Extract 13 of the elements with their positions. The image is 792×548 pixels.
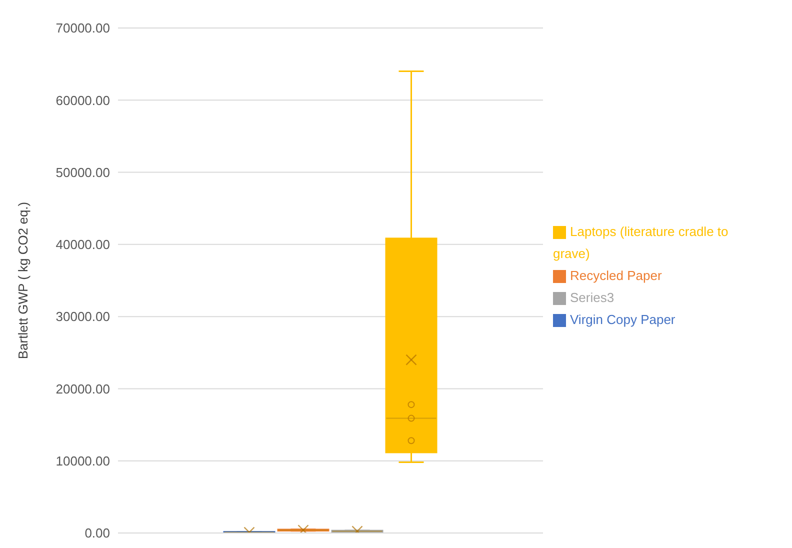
legend-label: Laptops (literature cradle to grave) [553,224,728,260]
legend-label: Recycled Paper [570,268,662,282]
y-axis-title: Bartlett GWP ( kg CO2 eq.) [16,202,31,360]
y-tick-label: 50000.00 [56,164,110,180]
y-tick-label: 60000.00 [56,92,110,108]
y-tick-label: 20000.00 [56,381,110,396]
y-tick-label: 0.00 [84,526,110,541]
y-tick-label: 70000.00 [56,20,110,36]
y-tick-label: 40000.00 [56,237,110,252]
y-tick-label: 10000.00 [56,453,110,468]
legend-label: Virgin Copy Paper [570,312,676,326]
legend-label: Series3 [570,290,614,304]
y-tick-label: 30000.00 [56,309,110,324]
